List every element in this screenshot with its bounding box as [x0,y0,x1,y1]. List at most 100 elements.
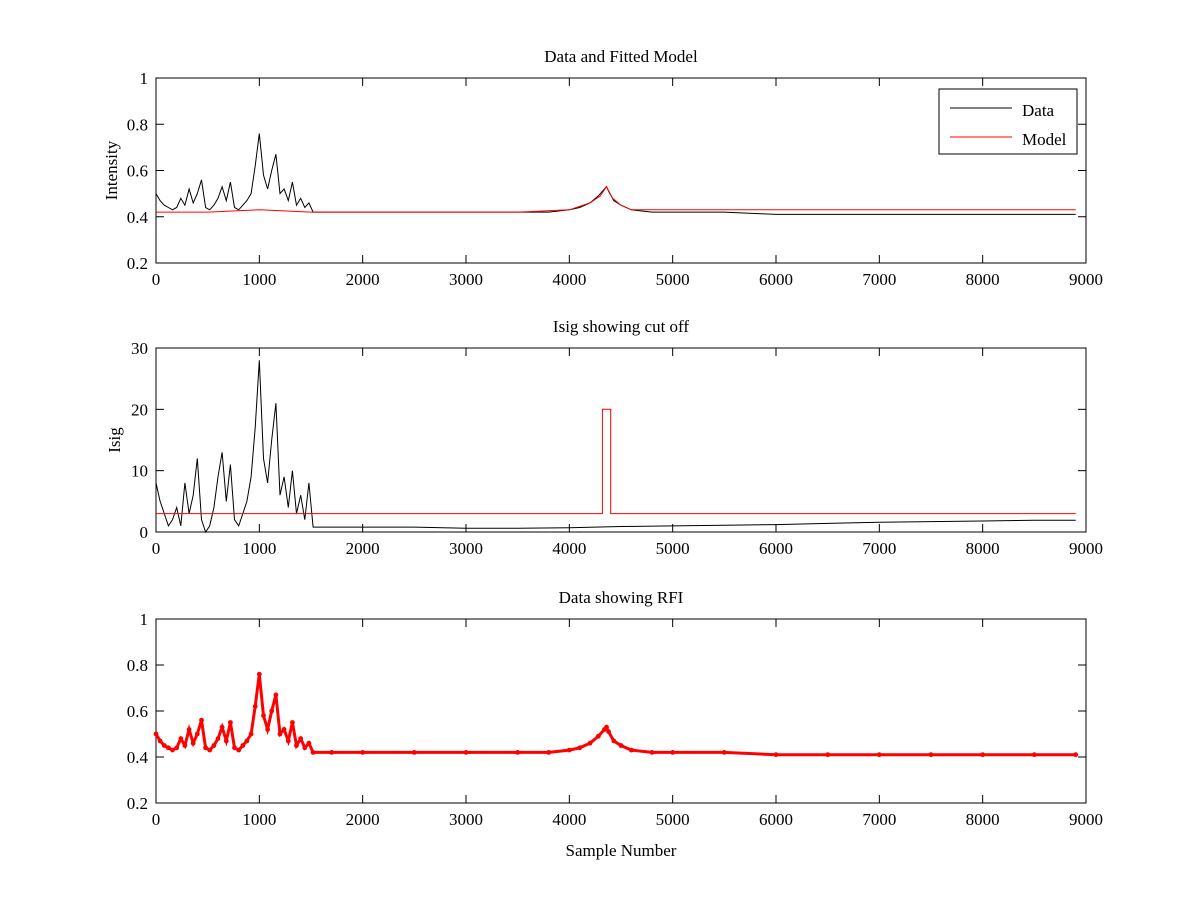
x-tick-label: 8000 [966,539,1000,558]
data-point [285,738,291,744]
y-tick-label: 0.4 [127,208,149,227]
series-series-1-line [155,360,1076,534]
data-point [329,750,335,755]
data-point [203,745,209,751]
y-tick-label: 0.2 [127,254,148,273]
x-tick-label: 8000 [966,810,1000,829]
x-tick-label: 1000 [242,539,276,558]
y-tick-label: 20 [131,400,148,419]
data-point [298,736,304,741]
data-point [170,747,175,753]
series-layer [155,360,1076,534]
series-series-2-line [156,408,1076,515]
y-tick-label: 30 [131,339,148,358]
x-tick-label: 6000 [759,270,793,289]
data-point [153,731,159,737]
data-point [302,745,308,751]
x-tick-label: 1000 [242,810,276,829]
x-tick-label: 5000 [656,539,690,558]
data-point [628,747,634,753]
ticks-layer: 0 1000 2000 3000 4000 5000 6000 7000 8000 9000 0.2… [127,69,1103,289]
series-model-line [156,185,1076,213]
x-tick-label: 5000 [656,810,690,829]
data-point [611,738,617,744]
y-axis-label: Intensity [102,140,121,200]
x-tick-label: 9000 [1069,539,1103,558]
data-point [587,740,593,746]
data-point [604,724,609,730]
x-tick-label: 0 [152,270,161,289]
data-point [618,743,624,748]
data-point [211,743,217,748]
data-point [546,750,552,755]
data-point [595,733,601,739]
data-point [876,752,882,758]
ticks-layer: 0 1000 2000 3000 4000 5000 6000 7000 8000 9000 0 10… [131,339,1103,558]
plot-area [155,77,1087,264]
plot-area [155,618,1087,804]
x-tick-label: 7000 [862,539,896,558]
y-tick-label: 0.6 [127,162,148,181]
data-point [256,671,262,677]
data-point [360,750,366,755]
y-tick-label: 0.8 [127,115,148,134]
x-tick-label: 2000 [346,810,380,829]
data-point [215,736,221,741]
data-point [980,752,986,758]
data-point [166,745,171,751]
x-tick-label: 2000 [346,539,380,558]
data-point [157,738,163,744]
data-point [1073,752,1079,758]
panel-title: Isig showing cut off [553,317,689,336]
x-tick-label: 6000 [759,810,793,829]
panel-title: Data showing RFI [559,588,684,607]
data-point [670,750,676,755]
legend: Data Model [938,88,1078,155]
data-point [281,727,287,732]
data-point [178,736,184,741]
data-point [269,708,275,714]
data-point [290,720,295,725]
data-point [182,743,188,748]
x-tick-label: 0 [152,810,161,829]
data-point [228,720,233,725]
data-point [265,727,270,732]
x-tick-label: 8000 [966,270,1000,289]
panel-data-showing-rfi: 0 1000 2000 3000 4000 5000 6000 7000 8000 9000 0.2… [127,588,1103,860]
data-point [721,750,727,755]
series-layer [155,133,1076,215]
data-point [240,743,246,748]
x-tick-label: 4000 [552,810,586,829]
x-tick-label: 2000 [346,270,380,289]
data-point [248,731,254,737]
data-point [199,717,204,723]
x-axis-label: Sample Number [566,841,677,860]
data-point [277,731,283,737]
data-point [252,704,258,709]
x-tick-label: 9000 [1069,810,1103,829]
y-tick-label: 0.8 [127,656,148,675]
x-tick-label: 1000 [242,270,276,289]
data-point [566,747,572,753]
data-point [207,747,213,753]
x-tick-label: 3000 [449,270,483,289]
data-point [928,752,934,758]
data-point [515,750,521,755]
data-point [194,731,200,737]
data-point [411,750,417,755]
x-tick-label: 6000 [759,539,793,558]
data-point [223,738,229,744]
y-tick-label: 0.4 [127,748,149,767]
legend-label-model: Model [1022,130,1067,149]
legend-label-data: Data [1022,101,1055,120]
data-point [219,724,225,730]
x-tick-label: 4000 [552,539,586,558]
panel-title: Data and Fitted Model [544,47,698,66]
y-tick-label: 0.6 [127,702,148,721]
data-point [577,745,583,751]
data-point [161,743,167,748]
data-point [174,745,180,751]
y-tick-label: 1 [140,69,149,88]
ticks-layer: 0 1000 2000 3000 4000 5000 6000 7000 8000 9000 0.2… [127,610,1103,829]
